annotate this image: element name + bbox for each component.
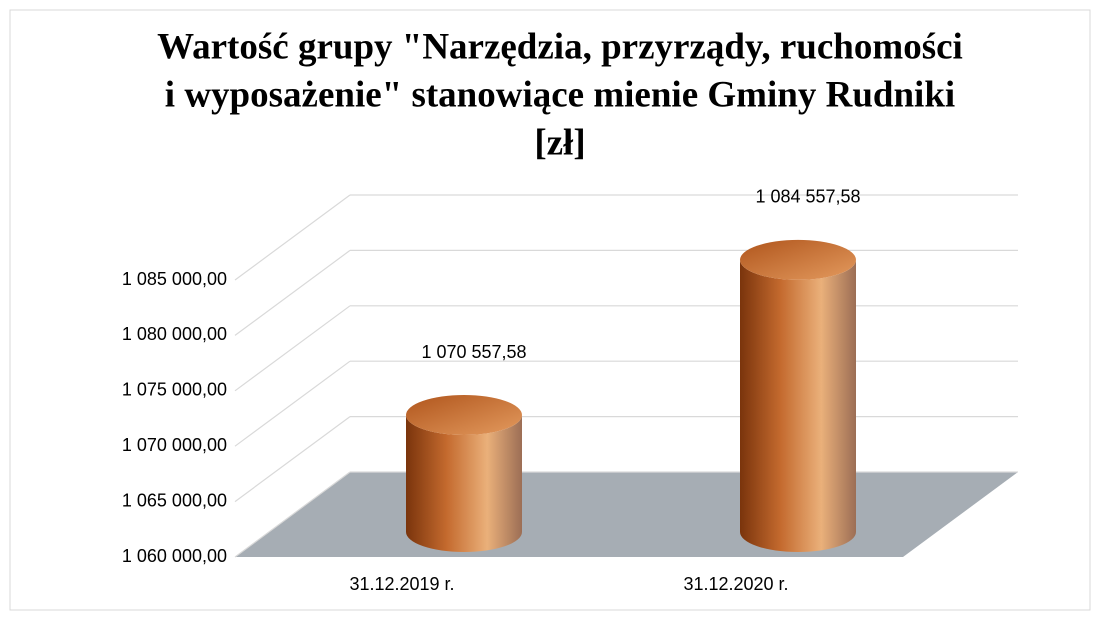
x-tick-label: 31.12.2019 r.	[349, 574, 454, 594]
y-tick-label: 1 070 000,00	[122, 435, 227, 455]
bar-top	[406, 395, 522, 436]
bar	[740, 239, 856, 552]
floor	[235, 472, 1018, 557]
y-tick-label: 1 060 000,00	[122, 546, 227, 566]
grid-line	[234, 194, 351, 281]
data-label: 1 070 557,58	[421, 342, 526, 362]
chart-border	[9, 9, 1091, 611]
bar-body	[740, 259, 856, 552]
chart-title: i wyposażenie" stanowiące mienie Gminy R…	[165, 74, 955, 115]
y-tick-label: 1 065 000,00	[122, 490, 227, 510]
grid-line	[234, 249, 351, 336]
grid-line	[234, 305, 351, 392]
y-tick-label: 1 085 000,00	[122, 269, 227, 289]
bar-top	[740, 239, 856, 280]
bar	[406, 395, 522, 552]
y-tick-label: 1 075 000,00	[122, 380, 227, 400]
data-label: 1 084 557,58	[755, 187, 860, 207]
grid-line	[234, 416, 351, 503]
grid-line	[234, 471, 351, 558]
chart-title: [zł]	[534, 122, 585, 163]
x-tick-label: 31.12.2020 r.	[683, 574, 788, 594]
chart-title: Wartość grupy "Narzędzia, przyrządy, ruc…	[157, 26, 963, 67]
bar-body	[406, 415, 522, 552]
y-tick-label: 1 080 000,00	[122, 324, 227, 344]
grid-line	[234, 360, 351, 447]
